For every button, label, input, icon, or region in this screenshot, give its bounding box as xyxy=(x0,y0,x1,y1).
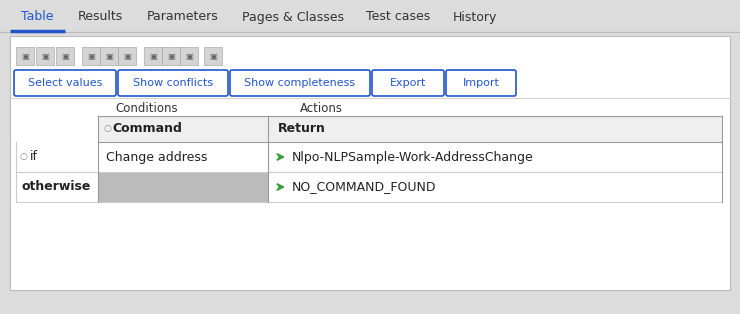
Text: ▣: ▣ xyxy=(149,51,157,61)
FancyBboxPatch shape xyxy=(118,70,228,96)
Text: Return: Return xyxy=(278,122,326,136)
FancyBboxPatch shape xyxy=(16,172,722,202)
FancyBboxPatch shape xyxy=(118,47,136,65)
FancyBboxPatch shape xyxy=(180,47,198,65)
Text: ▣: ▣ xyxy=(209,51,217,61)
Text: Export: Export xyxy=(390,78,426,88)
FancyBboxPatch shape xyxy=(56,47,74,65)
Text: Command: Command xyxy=(112,122,182,136)
Text: Change address: Change address xyxy=(106,150,207,164)
Text: Test cases: Test cases xyxy=(366,10,430,24)
FancyBboxPatch shape xyxy=(10,36,730,290)
FancyBboxPatch shape xyxy=(162,47,180,65)
FancyBboxPatch shape xyxy=(0,296,740,314)
Text: ○: ○ xyxy=(20,153,28,161)
Text: ▣: ▣ xyxy=(87,51,95,61)
Text: otherwise: otherwise xyxy=(21,181,90,193)
Text: Results: Results xyxy=(78,10,123,24)
FancyBboxPatch shape xyxy=(82,47,100,65)
Text: Parameters: Parameters xyxy=(147,10,218,24)
FancyBboxPatch shape xyxy=(144,47,162,65)
Text: Show conflicts: Show conflicts xyxy=(133,78,213,88)
Text: Table: Table xyxy=(21,10,54,24)
Text: ○: ○ xyxy=(103,124,111,133)
Text: ▣: ▣ xyxy=(41,51,49,61)
FancyBboxPatch shape xyxy=(16,142,722,172)
Text: Conditions: Conditions xyxy=(115,102,178,116)
Text: ▣: ▣ xyxy=(105,51,113,61)
FancyBboxPatch shape xyxy=(36,47,54,65)
FancyBboxPatch shape xyxy=(446,70,516,96)
Text: ▣: ▣ xyxy=(61,51,69,61)
Text: ▣: ▣ xyxy=(185,51,193,61)
Text: Show completeness: Show completeness xyxy=(244,78,355,88)
Text: Actions: Actions xyxy=(300,102,343,116)
FancyBboxPatch shape xyxy=(100,47,118,65)
FancyBboxPatch shape xyxy=(14,70,116,96)
Text: ▣: ▣ xyxy=(21,51,29,61)
Text: Select values: Select values xyxy=(28,78,102,88)
Text: History: History xyxy=(453,10,497,24)
Text: NO_COMMAND_FOUND: NO_COMMAND_FOUND xyxy=(292,181,437,193)
Text: Nlpo-NLPSample-Work-AddressChange: Nlpo-NLPSample-Work-AddressChange xyxy=(292,150,534,164)
FancyBboxPatch shape xyxy=(98,116,722,142)
Text: Import: Import xyxy=(462,78,500,88)
Text: ▣: ▣ xyxy=(167,51,175,61)
Text: if: if xyxy=(30,150,38,164)
Text: ▣: ▣ xyxy=(123,51,131,61)
FancyBboxPatch shape xyxy=(204,47,222,65)
FancyBboxPatch shape xyxy=(16,47,34,65)
FancyBboxPatch shape xyxy=(230,70,370,96)
FancyBboxPatch shape xyxy=(372,70,444,96)
Text: Pages & Classes: Pages & Classes xyxy=(242,10,344,24)
FancyBboxPatch shape xyxy=(98,172,268,202)
